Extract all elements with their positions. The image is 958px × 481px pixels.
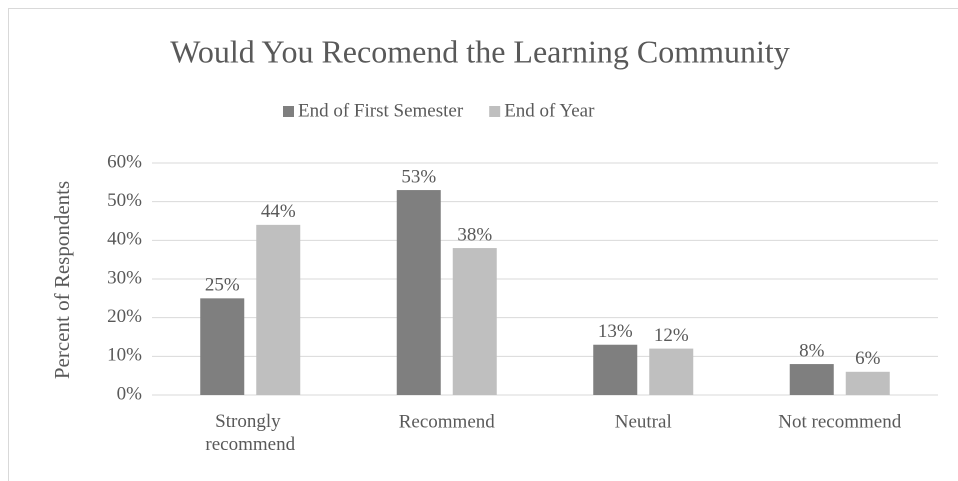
data-label: 6% [855, 348, 881, 369]
bar [200, 298, 245, 395]
bar [789, 364, 834, 395]
y-tick-label: 10% [107, 345, 142, 366]
x-tick-label: Strongly recommend [205, 411, 295, 455]
legend-swatch [489, 106, 501, 117]
data-label: 44% [261, 201, 296, 222]
x-tick-label: Neutral [615, 411, 672, 432]
y-tick-label: 20% [107, 306, 142, 327]
bar [452, 248, 497, 395]
data-label: 53% [401, 166, 436, 187]
data-label: 38% [457, 224, 492, 245]
x-tick-label: Not recommend [778, 411, 901, 432]
legend-swatch [283, 106, 294, 117]
bar [256, 224, 301, 395]
y-tick-label: 30% [107, 267, 142, 288]
data-label: 25% [205, 275, 240, 296]
bar [396, 190, 441, 395]
bar [845, 371, 890, 395]
data-label: 12% [654, 325, 689, 346]
chart-title: Would You Recomend the Learning Communit… [170, 33, 790, 69]
bar [593, 344, 638, 395]
y-tick-label: 50% [107, 190, 142, 211]
chart-border [8, 8, 958, 481]
y-tick-label: 40% [107, 229, 142, 250]
y-tick-label: 0% [117, 383, 143, 404]
y-axis-label: Percent of Respondents [50, 181, 74, 379]
x-tick-label: Recommend [399, 411, 496, 432]
legend-label: End of First Semester [298, 100, 464, 121]
bar [649, 348, 694, 395]
y-tick-label: 60% [107, 151, 142, 172]
data-label: 13% [598, 321, 633, 342]
legend-label: End of Year [504, 100, 595, 121]
data-label: 8% [799, 340, 825, 361]
